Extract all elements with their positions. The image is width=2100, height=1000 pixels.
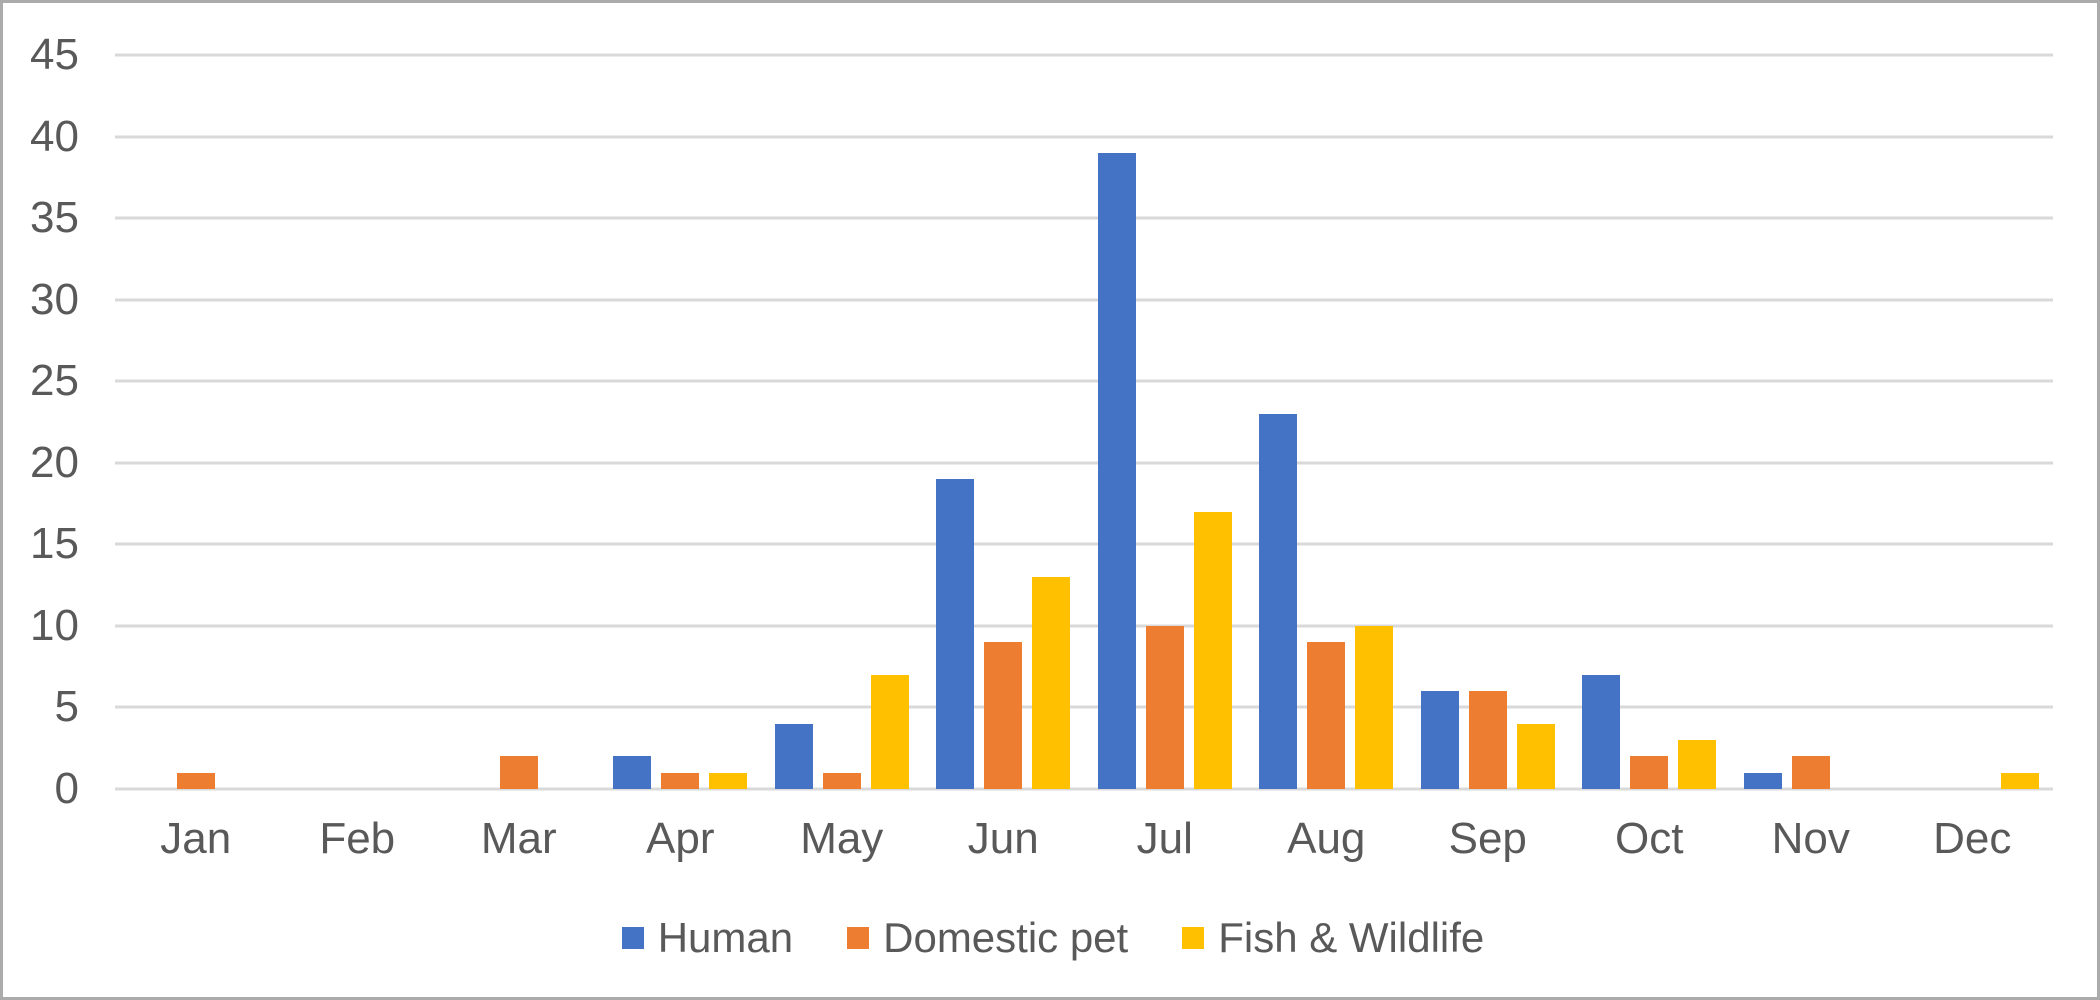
bar-human-sep (1420, 691, 1459, 789)
bar-domestic-pet-mar (499, 756, 538, 789)
bar-group-apr (600, 55, 762, 789)
legend-item-fish-wildlife: Fish & Wildlife (1182, 917, 1484, 959)
gridline-y-35 (115, 216, 2053, 220)
gridline-y-30 (115, 298, 2053, 302)
x-tick-label-oct: Oct (1615, 814, 1684, 863)
bar-domestic-pet-jan (176, 772, 215, 789)
x-tick-label-aug: Aug (1287, 814, 1366, 863)
bar-group-feb (277, 55, 439, 789)
bar-fish-wildlife-jul (1193, 511, 1232, 789)
bar-domestic-pet-nov (1791, 756, 1830, 789)
gridline-y-5 (115, 705, 2053, 709)
legend-label-fish-wildlife: Fish & Wildlife (1218, 914, 1485, 961)
bar-human-may (774, 723, 813, 789)
legend-swatch-fish-wildlife (1182, 927, 1205, 949)
gridline-y-0 (115, 787, 2053, 791)
y-tick-label-25: 25 (30, 356, 79, 406)
y-tick-label-35: 35 (30, 193, 79, 243)
bar-human-jun (936, 479, 975, 789)
bar-group-dec (1892, 55, 2054, 789)
y-tick-label-0: 0 (54, 764, 79, 813)
x-tick-label-feb: Feb (319, 814, 396, 863)
y-tick-label-45: 45 (30, 30, 79, 79)
x-tick-label-sep: Sep (1448, 814, 1527, 863)
bar-group-jan (115, 55, 277, 789)
bar-domestic-pet-jul (1145, 625, 1184, 789)
bar-group-sep (1407, 55, 1569, 789)
y-axis: 0 5 10 15 20 25 30 35 40 45 (3, 33, 79, 811)
bar-group-jul (1084, 55, 1246, 789)
legend-label-domestic-pet: Domestic pet (883, 914, 1129, 961)
gridline-y-25 (115, 379, 2053, 383)
bar-fish-wildlife-may (870, 674, 909, 789)
bar-human-oct (1582, 674, 1621, 789)
bar-human-nov (1743, 772, 1782, 789)
bar-human-jul (1097, 152, 1136, 789)
bar-domestic-pet-may (822, 772, 861, 789)
legend-swatch-human (621, 927, 644, 949)
x-tick-label-mar: Mar (480, 814, 557, 863)
legend-label-human: Human (657, 914, 794, 961)
bar-group-oct (1569, 55, 1731, 789)
y-tick-label-40: 40 (30, 111, 79, 161)
bar-fish-wildlife-jun (1032, 576, 1071, 789)
bar-group-mar (438, 55, 600, 789)
y-tick-label-20: 20 (30, 437, 79, 487)
x-tick-label-dec: Dec (1933, 814, 2012, 863)
bar-group-jun (923, 55, 1085, 789)
bar-domestic-pet-sep (1468, 691, 1507, 789)
legend-swatch-domestic-pet (847, 927, 870, 949)
bar-domestic-pet-apr (661, 772, 700, 789)
bar-fish-wildlife-sep (1516, 723, 1555, 789)
gridline-y-15 (115, 542, 2053, 546)
gridline-y-40 (115, 135, 2053, 139)
bar-fish-wildlife-apr (709, 772, 748, 789)
plot-area (115, 53, 2053, 791)
bar-group-aug (1246, 55, 1408, 789)
bar-fish-wildlife-dec (2001, 772, 2040, 789)
x-tick-label-jan: Jan (160, 814, 232, 863)
x-tick-label-nov: Nov (1771, 814, 1850, 863)
bar-group-may (761, 55, 923, 789)
bar-human-apr (613, 756, 652, 789)
x-tick-label-apr: Apr (646, 814, 715, 863)
bar-human-aug (1259, 413, 1298, 789)
bar-fish-wildlife-oct (1678, 740, 1717, 789)
legend-item-human: Human (621, 914, 794, 961)
bar-domestic-pet-aug (1307, 642, 1346, 789)
x-tick-label-may: May (800, 814, 884, 863)
bar-domestic-pet-oct (1630, 756, 1669, 789)
y-tick-label-5: 5 (54, 682, 79, 732)
bar-domestic-pet-jun (984, 642, 1023, 789)
y-tick-label-10: 10 (30, 600, 79, 650)
y-tick-label-15: 15 (30, 519, 79, 569)
legend: Human Domestic pet Fish & Wildlife (3, 911, 2100, 965)
bar-groups (115, 55, 2053, 789)
gridline-y-45 (115, 53, 2053, 57)
y-tick-label-30: 30 (30, 274, 79, 324)
x-tick-label-jun: Jun (967, 814, 1039, 863)
x-tick-label-jul: Jul (1136, 814, 1193, 863)
gridline-y-20 (115, 461, 2053, 465)
bar-group-nov (1730, 55, 1892, 789)
legend-item-domestic-pet: Domestic pet (847, 917, 1128, 959)
gridline-y-10 (115, 624, 2053, 628)
x-axis: Jan Feb Mar Apr May Jun Jul Aug Sep Oct Nov Dec (115, 809, 2053, 869)
bar-fish-wildlife-aug (1355, 625, 1394, 789)
